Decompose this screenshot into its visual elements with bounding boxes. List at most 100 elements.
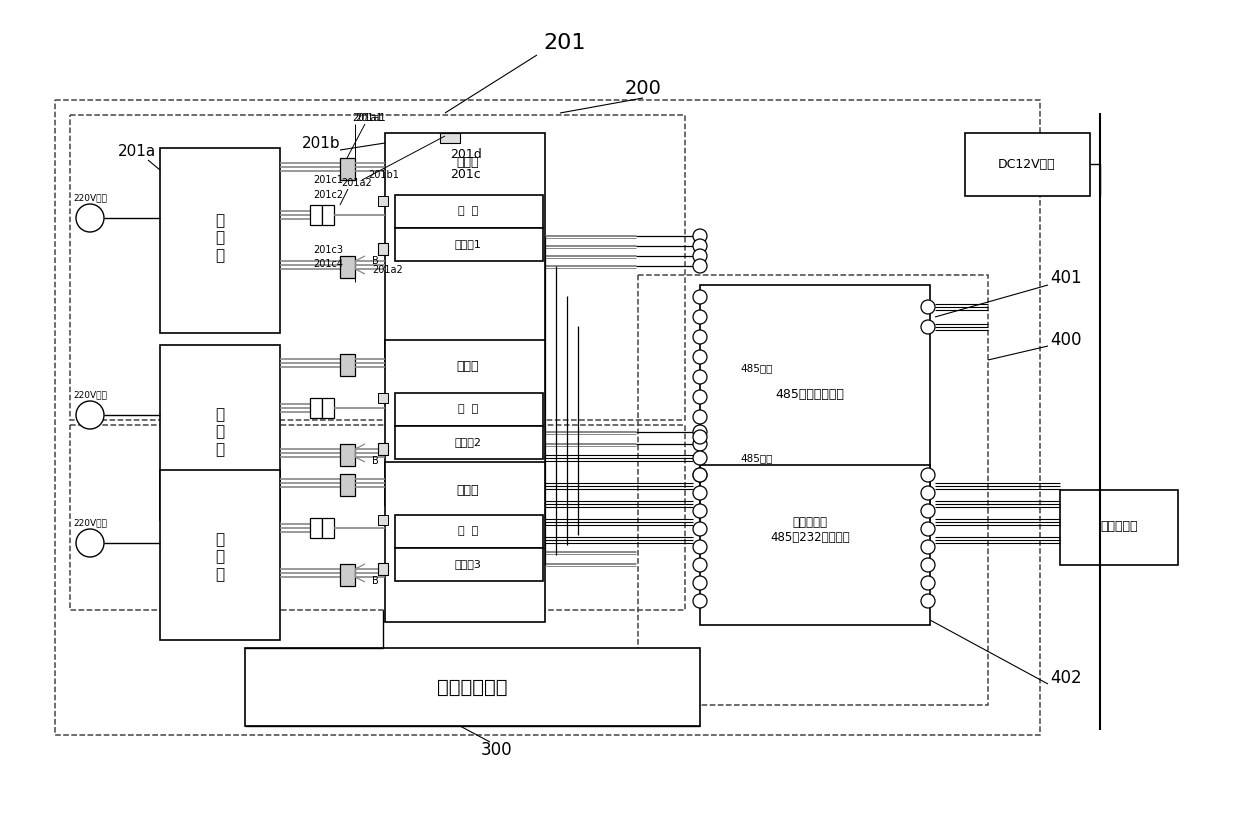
Circle shape: [693, 468, 707, 482]
Bar: [322, 398, 335, 418]
Circle shape: [921, 522, 935, 536]
Circle shape: [921, 576, 935, 590]
Text: 四路集线式
485转232转换模块: 四路集线式 485转232转换模块: [771, 516, 850, 544]
Bar: [160, 345, 280, 520]
Circle shape: [921, 504, 935, 518]
Circle shape: [693, 229, 707, 243]
Text: 201c3: 201c3: [313, 245, 343, 255]
Circle shape: [693, 310, 707, 324]
Text: 控制板1: 控制板1: [455, 239, 482, 249]
Bar: [385, 133, 545, 368]
Bar: [638, 275, 987, 705]
Text: 201b1: 201b1: [368, 170, 399, 180]
Text: 高压板: 高压板: [457, 157, 479, 169]
Circle shape: [693, 290, 707, 304]
Bar: [69, 115, 685, 420]
Bar: [339, 354, 356, 376]
Circle shape: [693, 249, 707, 263]
Circle shape: [693, 594, 707, 608]
Bar: [395, 393, 543, 426]
Text: DC12V电源: DC12V电源: [999, 158, 1056, 170]
Text: 401: 401: [1049, 269, 1082, 287]
Circle shape: [693, 437, 707, 451]
Text: 高压板: 高压板: [457, 361, 479, 373]
Text: 201c1: 201c1: [313, 175, 343, 185]
Text: B: B: [372, 456, 378, 466]
Bar: [310, 205, 322, 225]
Text: 风  扇: 风 扇: [458, 526, 478, 536]
Circle shape: [693, 425, 707, 439]
Bar: [378, 196, 388, 206]
Circle shape: [693, 486, 707, 500]
Text: 计算机串口: 计算机串口: [1100, 520, 1137, 534]
Text: B: B: [372, 256, 378, 266]
Bar: [339, 444, 356, 466]
Bar: [378, 393, 388, 403]
Bar: [160, 148, 280, 333]
Bar: [395, 195, 543, 228]
Circle shape: [693, 350, 707, 364]
Bar: [965, 133, 1090, 196]
Bar: [339, 564, 356, 586]
Bar: [378, 243, 388, 255]
Text: 201c4: 201c4: [313, 259, 343, 269]
Circle shape: [76, 204, 104, 232]
Circle shape: [693, 576, 707, 590]
Text: 485输出: 485输出: [740, 363, 772, 373]
Bar: [395, 228, 543, 261]
Text: 201d: 201d: [450, 149, 482, 161]
Text: 电
源
板: 电 源 板: [216, 407, 224, 457]
Bar: [310, 518, 322, 538]
Bar: [339, 474, 356, 496]
Text: 400: 400: [1049, 331, 1082, 349]
Text: 风  扇: 风 扇: [458, 404, 478, 414]
Circle shape: [921, 468, 935, 482]
Text: 201b: 201b: [302, 136, 341, 150]
Text: 电
源
板: 电 源 板: [216, 532, 224, 582]
Bar: [322, 518, 335, 538]
Text: 201a1: 201a1: [356, 113, 385, 123]
Bar: [440, 133, 460, 143]
Bar: [395, 515, 543, 548]
Bar: [395, 548, 543, 581]
Bar: [385, 340, 545, 505]
Text: 201a2: 201a2: [372, 265, 403, 275]
Circle shape: [693, 451, 707, 465]
Text: 201c2: 201c2: [313, 190, 343, 200]
Circle shape: [693, 330, 707, 344]
Text: 201a1: 201a1: [352, 113, 383, 123]
Bar: [245, 648, 700, 726]
Circle shape: [693, 540, 707, 554]
Bar: [310, 398, 322, 418]
Text: 200: 200: [624, 79, 662, 97]
Bar: [339, 158, 356, 180]
Text: 201c: 201c: [450, 169, 481, 181]
Text: 201: 201: [544, 33, 586, 53]
Circle shape: [693, 259, 707, 273]
Text: 控制板3: 控制板3: [455, 559, 482, 569]
Text: 201a: 201a: [118, 144, 156, 159]
Text: 220V输入: 220V输入: [73, 519, 107, 528]
Circle shape: [693, 468, 707, 482]
Text: 风  扇: 风 扇: [458, 206, 478, 216]
Circle shape: [693, 558, 707, 572]
Bar: [69, 425, 685, 610]
Circle shape: [921, 540, 935, 554]
Text: 220V输入: 220V输入: [73, 390, 107, 399]
Bar: [378, 443, 388, 455]
Text: 201a2: 201a2: [341, 178, 372, 188]
Text: 电热恒温烘箱: 电热恒温烘箱: [437, 678, 507, 696]
Bar: [700, 465, 930, 625]
Text: 220V输入: 220V输入: [73, 194, 107, 202]
Circle shape: [921, 558, 935, 572]
Circle shape: [921, 320, 935, 334]
Bar: [378, 563, 388, 575]
Text: 控制板2: 控制板2: [455, 437, 482, 447]
Text: 电
源
板: 电 源 板: [216, 213, 224, 263]
Circle shape: [693, 430, 707, 444]
Circle shape: [921, 594, 935, 608]
Circle shape: [921, 486, 935, 500]
Bar: [385, 462, 545, 622]
Bar: [55, 100, 1040, 735]
Bar: [160, 470, 280, 640]
